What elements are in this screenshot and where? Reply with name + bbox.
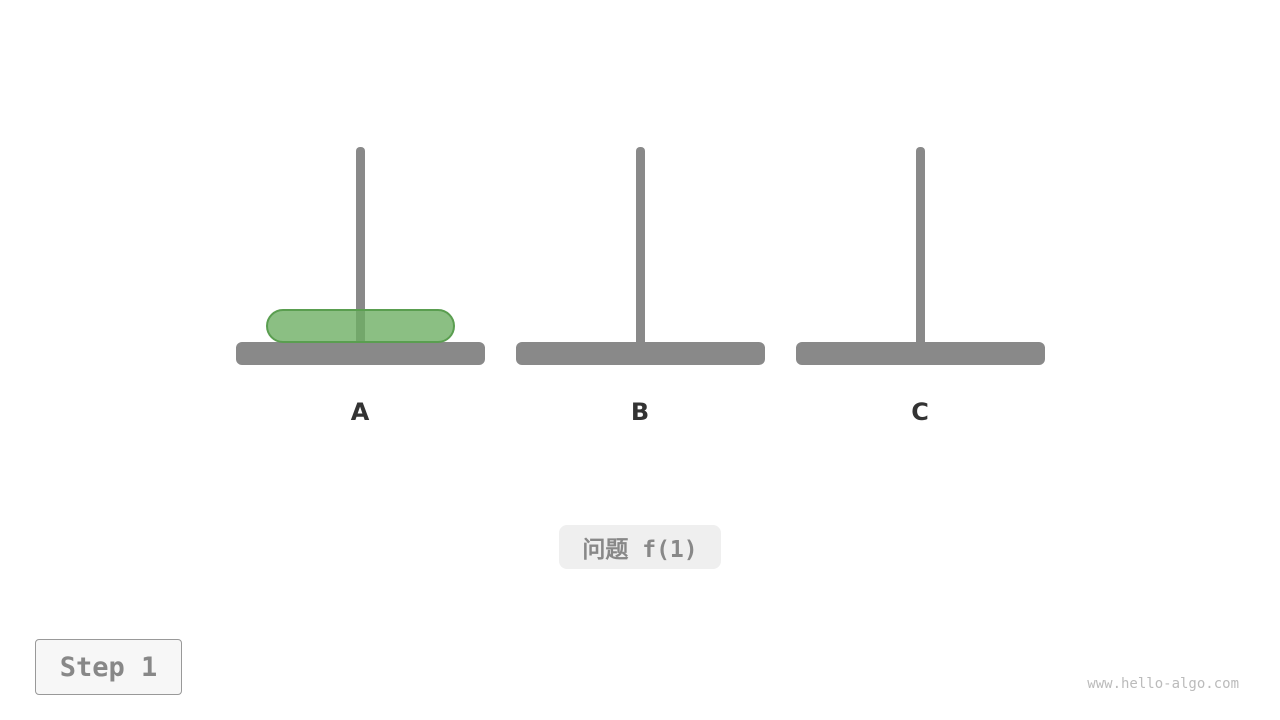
watermark: www.hello-algo.com — [1087, 676, 1239, 692]
peg-c-base — [796, 342, 1045, 365]
peg-c-label: C — [911, 398, 929, 426]
peg-a-label: A — [350, 398, 370, 426]
step-label: Step 1 — [35, 639, 182, 695]
peg-a-rod — [356, 147, 365, 347]
problem-caption: 问题 f(1) — [559, 525, 721, 569]
disk-1 — [266, 309, 455, 343]
peg-b-base — [516, 342, 765, 365]
peg-a-base — [236, 342, 485, 365]
peg-b-label: B — [630, 398, 650, 426]
peg-b-rod — [636, 147, 645, 347]
peg-c-rod — [916, 147, 925, 347]
